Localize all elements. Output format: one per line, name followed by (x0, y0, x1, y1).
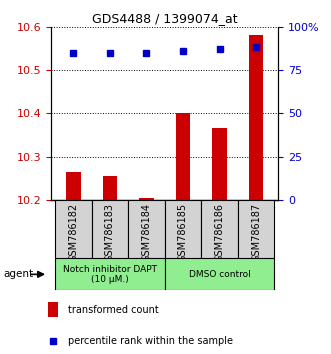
Bar (212, 129, 227, 200)
Text: GSM786182: GSM786182 (68, 203, 78, 262)
Text: DMSO control: DMSO control (189, 270, 251, 279)
Text: agent: agent (3, 269, 33, 279)
Bar (176, 113, 190, 200)
Bar (201, 200, 238, 258)
Bar (165, 200, 201, 258)
Bar (55, 200, 92, 258)
Text: GSM786183: GSM786183 (105, 203, 115, 262)
Text: Notch inhibitor DAPT
(10 μM.): Notch inhibitor DAPT (10 μM.) (63, 265, 157, 284)
Text: percentile rank within the sample: percentile rank within the sample (69, 336, 233, 346)
Bar (249, 35, 263, 200)
Bar (103, 176, 117, 200)
Title: GDS4488 / 1399074_at: GDS4488 / 1399074_at (92, 12, 237, 25)
Text: GSM786184: GSM786184 (141, 203, 151, 262)
Bar (92, 200, 128, 258)
Bar (48, 302, 58, 317)
Bar (128, 200, 165, 258)
Bar (66, 172, 80, 200)
Bar (55, 258, 165, 290)
Text: transformed count: transformed count (69, 305, 159, 315)
Text: GSM786186: GSM786186 (214, 203, 224, 262)
Bar (139, 198, 154, 200)
Text: GSM786185: GSM786185 (178, 203, 188, 262)
Bar (165, 258, 274, 290)
Text: GSM786187: GSM786187 (251, 203, 261, 262)
Bar (238, 200, 274, 258)
